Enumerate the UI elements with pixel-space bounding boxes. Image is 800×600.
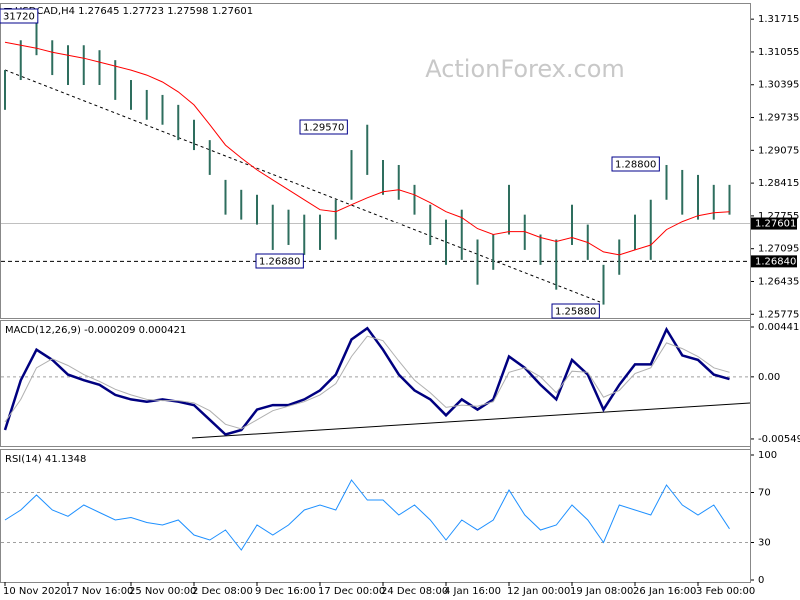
y-tick-label: 30: [758, 538, 771, 549]
y-tick-label: 70: [758, 488, 771, 499]
x-tick-label: 25 Nov 00:00: [129, 586, 196, 597]
annotation: 31720: [3, 12, 35, 23]
y-tick-label: 1.29735: [758, 113, 799, 124]
rsi-title: RSI(14) 41.1348: [5, 454, 86, 465]
y-tick-label: 1.27755: [758, 211, 799, 222]
x-tick-label: 3 Feb 00:00: [696, 586, 755, 597]
x-tick-label: 10 Nov 2020: [3, 586, 67, 597]
y-tick-label: 1.31055: [758, 47, 799, 58]
x-tick-label: 19 Jan 08:00: [570, 586, 633, 597]
annotation-box: [611, 156, 660, 172]
price-label: 1.26840: [755, 256, 796, 267]
x-tick-label: 24 Dec 08:00: [381, 586, 448, 597]
annotation-box: [299, 119, 348, 135]
y-tick-label: 0.00: [758, 372, 780, 383]
macd-trend-line: [191, 402, 751, 439]
y-tick-label: 0.004412: [758, 322, 800, 333]
y-tick-label: 1.30395: [758, 80, 799, 91]
series-line: [3, 326, 730, 436]
y-tick-label: 1.26435: [758, 276, 799, 287]
x-tick-label: 4 Jan 16:00: [444, 586, 501, 597]
x-tick-label: 12 Jan 00:00: [507, 586, 570, 597]
annotation: 1.28800: [615, 160, 656, 171]
x-tick-label: 17 Nov 16:00: [66, 586, 133, 597]
price-title: USDCAD,H4 1.27645 1.27723 1.27598 1.2760…: [15, 6, 253, 17]
annotation-box: [551, 303, 600, 319]
y-tick-label: -0.005496: [758, 434, 800, 445]
moving-average: [4, 41, 730, 256]
annotation: 1.26880: [259, 257, 300, 268]
series-line: [4, 335, 730, 430]
x-tick-label: 2 Dec 08:00: [192, 586, 253, 597]
annotation: 1.25880: [555, 307, 596, 318]
x-tick-label: 17 Dec 00:00: [318, 586, 385, 597]
trend-line: [4, 69, 601, 303]
y-tick-label: 100: [758, 450, 777, 461]
y-tick-label: 1.29075: [758, 145, 799, 156]
x-tick-label: 9 Dec 16:00: [255, 586, 316, 597]
y-tick-label: 1.31715: [758, 14, 799, 25]
y-tick-label: 1.27095: [758, 244, 799, 255]
annotation-box: [255, 253, 304, 269]
annotation: 1.29570: [303, 123, 344, 134]
series-line: [4, 479, 730, 551]
y-tick-label: 1.28415: [758, 178, 799, 189]
y-tick-label: 1.25775: [758, 309, 799, 320]
price-label-box: [751, 217, 797, 230]
watermark: ActionForex.com: [425, 55, 625, 83]
macd-title: MACD(12,26,9) -0.000209 0.000421: [5, 325, 186, 336]
annotation-box: [0, 8, 39, 24]
y-tick-label: 0: [758, 575, 764, 586]
price-label: 1.27601: [755, 219, 796, 230]
x-tick-label: 26 Jan 16:00: [633, 586, 696, 597]
price-label-box: [751, 255, 797, 268]
